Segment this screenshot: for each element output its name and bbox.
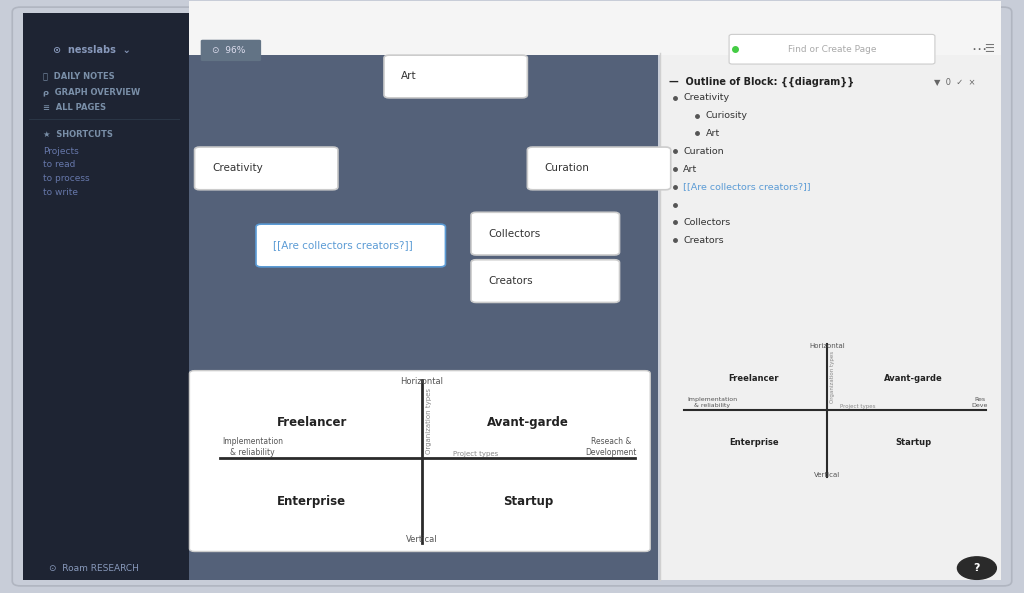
Text: ⊙  96%: ⊙ 96% [212, 46, 246, 55]
Text: Res
Deve: Res Deve [972, 397, 988, 408]
Text: ⊙  Roam RESEARCH: ⊙ Roam RESEARCH [49, 563, 139, 573]
Text: ⧉  DAILY NOTES: ⧉ DAILY NOTES [43, 71, 115, 81]
FancyBboxPatch shape [256, 224, 445, 267]
FancyBboxPatch shape [12, 7, 1012, 586]
FancyBboxPatch shape [201, 40, 261, 61]
Text: ?: ? [974, 563, 980, 573]
FancyBboxPatch shape [23, 13, 189, 580]
Text: Avant-garde: Avant-garde [487, 416, 569, 429]
Text: —  Outline of Block: {{diagram}}: — Outline of Block: {{diagram}} [669, 76, 854, 87]
Text: Collectors: Collectors [683, 218, 730, 227]
Text: Implementation
& reliability: Implementation & reliability [222, 437, 284, 457]
FancyBboxPatch shape [189, 1, 1001, 55]
Text: Avant-garde: Avant-garde [884, 374, 942, 383]
Text: Creativity: Creativity [683, 93, 729, 103]
Text: ⍴  GRAPH OVERVIEW: ⍴ GRAPH OVERVIEW [43, 87, 140, 97]
Text: Startup: Startup [503, 495, 553, 508]
Text: [[Are collectors creators?]]: [[Are collectors creators?]] [273, 241, 413, 250]
Text: Reseach &
Development: Reseach & Development [586, 437, 637, 457]
Text: Freelancer: Freelancer [729, 374, 779, 383]
Text: [[Are collectors creators?]]: [[Are collectors creators?]] [683, 182, 811, 192]
Text: Curation: Curation [545, 164, 590, 173]
Text: Find or Create Page: Find or Create Page [787, 44, 877, 54]
FancyBboxPatch shape [471, 260, 620, 302]
Text: Project types: Project types [840, 404, 876, 409]
Text: Freelancer: Freelancer [276, 416, 347, 429]
FancyBboxPatch shape [527, 147, 671, 190]
FancyBboxPatch shape [189, 55, 658, 580]
Text: Implementation
& reliability: Implementation & reliability [687, 397, 737, 408]
Text: Art: Art [683, 164, 697, 174]
Text: ☰: ☰ [984, 44, 994, 54]
Text: Vertical: Vertical [407, 535, 438, 544]
Text: Startup: Startup [895, 438, 931, 447]
Text: Creativity: Creativity [212, 164, 263, 173]
Text: to read: to read [43, 160, 76, 170]
Text: ≡  ALL PAGES: ≡ ALL PAGES [43, 103, 106, 113]
FancyBboxPatch shape [471, 212, 620, 255]
Circle shape [957, 557, 996, 579]
Text: Project types: Project types [453, 451, 498, 457]
Text: ⊙  nesslabs  ⌄: ⊙ nesslabs ⌄ [53, 45, 131, 55]
Text: Creators: Creators [488, 276, 534, 286]
Text: Creators: Creators [683, 235, 724, 245]
Text: Curation: Curation [683, 146, 724, 156]
Text: Horizontal: Horizontal [809, 343, 845, 349]
Text: ▼  0  ✓  ×: ▼ 0 ✓ × [934, 77, 976, 87]
Text: Enterprise: Enterprise [278, 495, 346, 508]
Text: Organization types: Organization types [830, 351, 836, 403]
Text: Enterprise: Enterprise [729, 438, 778, 447]
Text: ⋯: ⋯ [972, 42, 986, 57]
FancyBboxPatch shape [384, 55, 527, 98]
Text: ★  SHORTCUTS: ★ SHORTCUTS [43, 129, 113, 139]
Text: to process: to process [43, 174, 90, 183]
Text: Art: Art [706, 129, 720, 138]
Text: to write: to write [43, 187, 78, 197]
Text: Vertical: Vertical [814, 472, 841, 478]
FancyBboxPatch shape [729, 34, 935, 64]
Text: Projects: Projects [43, 146, 79, 156]
Text: Art: Art [401, 72, 417, 81]
Text: Organization types: Organization types [426, 388, 432, 454]
Text: Horizontal: Horizontal [400, 377, 443, 385]
FancyBboxPatch shape [660, 55, 1001, 580]
FancyBboxPatch shape [195, 147, 338, 190]
Text: Collectors: Collectors [488, 229, 541, 238]
FancyBboxPatch shape [189, 371, 650, 551]
Text: Curiosity: Curiosity [706, 111, 748, 120]
